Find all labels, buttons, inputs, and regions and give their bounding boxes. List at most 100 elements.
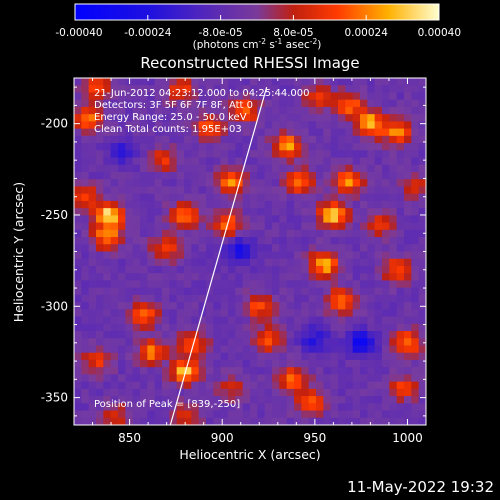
heatmap-cell <box>367 106 376 115</box>
heatmap-cell <box>206 164 214 173</box>
heatmap-cell <box>323 237 332 245</box>
heatmap-cell <box>367 171 376 180</box>
heatmap-cell <box>374 244 383 252</box>
heatmap-cell <box>96 193 104 202</box>
heatmap-cell <box>125 345 134 354</box>
heatmap-cell <box>279 222 288 231</box>
heatmap-cell <box>147 331 156 339</box>
heatmap-cell <box>176 294 185 303</box>
heatmap-cell <box>382 237 390 245</box>
heatmap-cell <box>74 237 82 245</box>
heatmap-cell <box>125 92 134 101</box>
heatmap-cell <box>235 302 244 310</box>
heatmap-cell <box>330 237 339 245</box>
heatmap-cell <box>330 396 339 404</box>
heatmap-cell <box>110 106 119 115</box>
heatmap-cell <box>389 164 398 173</box>
heatmap-cell <box>220 359 229 368</box>
heatmap-cell <box>272 345 280 354</box>
heatmap-cell <box>220 331 229 339</box>
heatmap-cell <box>308 171 317 180</box>
heatmap-cell <box>279 367 288 375</box>
heatmap-cell <box>242 208 251 216</box>
heatmap-cell <box>279 294 288 303</box>
heatmap-cell <box>272 99 280 108</box>
heatmap-cell <box>110 316 119 325</box>
heatmap-cell <box>118 388 126 397</box>
heatmap-cell <box>140 273 148 281</box>
heatmap-cell <box>286 410 295 419</box>
heatmap-cell <box>184 258 192 267</box>
heatmap-cell <box>382 302 390 310</box>
heatmap-cell <box>184 208 192 216</box>
heatmap-cell <box>206 258 214 267</box>
heatmap-cell <box>323 352 332 361</box>
heatmap-cell <box>272 193 280 202</box>
heatmap-cell <box>418 85 426 93</box>
heatmap-cell <box>396 215 405 223</box>
heatmap-cell <box>338 229 346 238</box>
heatmap-cell <box>191 143 200 151</box>
heatmap-cell <box>184 78 192 86</box>
heatmap-cell <box>154 367 163 375</box>
heatmap-cell <box>301 345 310 354</box>
heatmap-cell <box>396 128 405 137</box>
heatmap-cell <box>316 143 324 151</box>
heatmap-cell <box>184 294 192 303</box>
heatmap-cell <box>382 106 390 115</box>
heatmap-cell <box>81 251 90 260</box>
heatmap-cell <box>338 273 346 281</box>
heatmap-cell <box>264 316 273 325</box>
heatmap-cell <box>110 331 119 339</box>
heatmap-cell <box>389 338 398 346</box>
heatmap-cell <box>206 294 214 303</box>
heatmap-cell <box>323 374 332 383</box>
heatmap-cell <box>360 135 368 144</box>
heatmap-cell <box>279 417 288 425</box>
heatmap-cell <box>154 302 163 310</box>
heatmap-cell <box>198 273 207 281</box>
heatmap-cell <box>96 417 104 425</box>
heatmap-cell <box>411 273 420 281</box>
heatmap-cell <box>110 200 119 209</box>
heatmap-cell <box>264 85 273 93</box>
heatmap-cell <box>88 381 97 390</box>
heatmap-cell <box>132 78 141 86</box>
heatmap-cell <box>169 338 178 346</box>
heatmap-cell <box>125 229 134 238</box>
heatmap-cell <box>294 237 302 245</box>
heatmap-cell <box>81 143 90 151</box>
heatmap-cell <box>169 403 178 411</box>
heatmap-cell <box>140 244 148 252</box>
heatmap-cell <box>132 222 141 231</box>
heatmap-cell <box>184 99 192 108</box>
heatmap-cell <box>264 367 273 375</box>
heatmap-cell <box>118 287 126 296</box>
heatmap-cell <box>110 280 119 289</box>
heatmap-cell <box>352 352 361 361</box>
heatmap-cell <box>389 280 398 289</box>
heatmap-cell <box>250 171 258 180</box>
heatmap-cell <box>411 331 420 339</box>
heatmap-cell <box>374 294 383 303</box>
heatmap-cell <box>118 352 126 361</box>
heatmap-cell <box>316 150 324 158</box>
heatmap-cell <box>352 171 361 180</box>
heatmap-cell <box>374 99 383 108</box>
heatmap-cell <box>345 150 354 158</box>
heatmap-cell <box>162 106 170 115</box>
heatmap-cell <box>206 410 214 419</box>
heatmap-cell <box>308 381 317 390</box>
heatmap-cell <box>125 114 134 122</box>
heatmap-cell <box>367 208 376 216</box>
heatmap-cell <box>404 258 412 267</box>
heatmap-cell <box>360 92 368 101</box>
heatmap-cell <box>154 143 163 151</box>
heatmap-cell <box>308 128 317 137</box>
heatmap-cell <box>154 280 163 289</box>
heatmap-cell <box>242 200 251 209</box>
heatmap-cell <box>257 345 266 354</box>
heatmap-cell <box>140 280 148 289</box>
heatmap-cell <box>345 251 354 260</box>
heatmap-cell <box>198 164 207 173</box>
